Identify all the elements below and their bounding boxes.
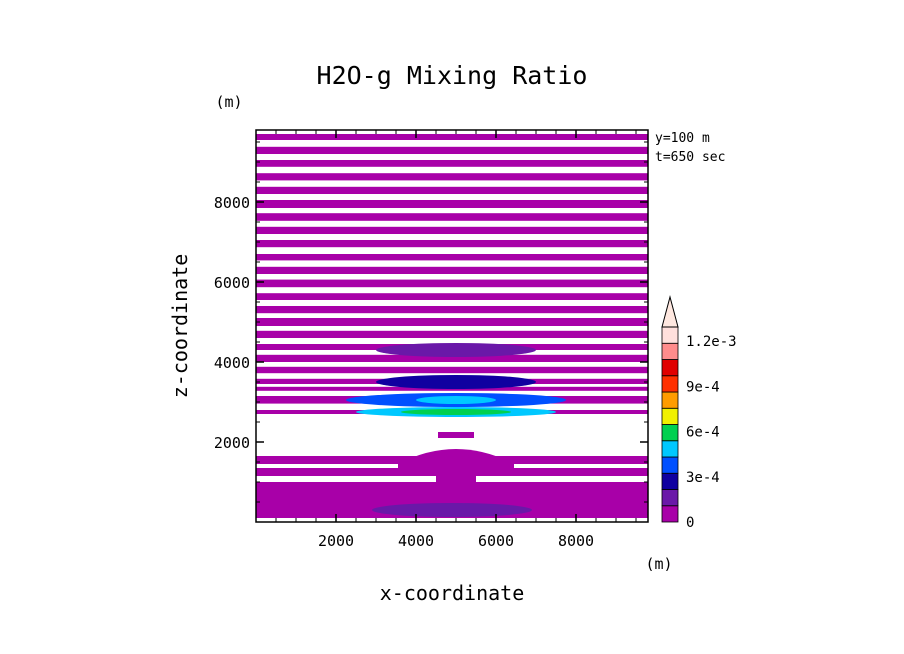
contour-band [256,240,648,248]
contour-band [256,173,648,181]
colorbar-swatch [661,440,679,458]
moisture-feature [376,375,536,389]
y-tick-label: 2000 [214,434,250,452]
colorbar: 0 3e-4 6e-4 9e-4 1.2e-3 [661,295,737,531]
contour-band [256,354,648,362]
info-line-position: y=100 m [655,131,710,146]
contour-band [256,213,648,221]
y-tick-label: 6000 [214,274,250,292]
x-tick-label: 6000 [478,532,514,550]
y-tick-label: 4000 [214,354,250,372]
contour-band [256,186,648,194]
colorbar-swatch [661,342,679,360]
colorbar-swatch [661,407,679,425]
info-line-time: t=650 sec [655,150,725,165]
contour-band [256,366,648,374]
colorbar-swatch [661,424,679,442]
upper-patch [438,432,474,438]
colorbar-tick-label: 0 [686,515,694,531]
contour-band [256,293,648,300]
contour-band [256,306,648,314]
contour-band [256,146,648,154]
chart-title: H2O-g Mixing Ratio [317,61,588,90]
colorbar-tick-label: 9e-4 [686,379,720,395]
x-tick-label: 2000 [318,532,354,550]
moisture-feature [376,343,536,357]
y-unit-label: (m) [215,93,242,111]
colorbar-swatch [661,359,679,377]
colorbar-tick-label: 1.2e-3 [686,334,737,350]
colorbar-swatch [661,375,679,393]
colorbar-swatch [661,326,679,344]
plot-area: 2000 4000 6000 8000 2000 4000 6000 8000 [214,129,649,550]
colorbar-swatch [661,489,679,507]
contour-band [256,226,648,234]
moisture-core [401,409,511,415]
moisture-core [416,396,496,404]
colorbar-swatch [661,391,679,409]
contour-band [256,134,648,140]
x-tick-label: 4000 [398,532,434,550]
contour-band [256,266,648,274]
contour-band [256,330,648,338]
moisture-feature [372,503,532,517]
y-axis-title: z-coordinate [168,254,192,399]
plot-frame [255,129,649,523]
contour-band [256,279,648,288]
colorbar-swatch [661,472,679,490]
x-unit-label: (m) [645,555,672,573]
colorbar-extend-arrow [661,295,679,328]
contour-band [256,200,648,208]
contour-band [256,160,648,167]
central-mound [398,449,514,476]
contour-band [256,318,648,326]
x-tick-label: 8000 [558,532,594,550]
y-tick-label: 8000 [214,194,250,212]
colorbar-swatch [661,456,679,474]
x-axis-title: x-coordinate [380,581,525,605]
colorbar-swatch [661,505,679,523]
colorbar-tick-label: 6e-4 [686,425,720,441]
colorbar-tick-label: 3e-4 [686,470,720,486]
contour-band [256,254,648,261]
